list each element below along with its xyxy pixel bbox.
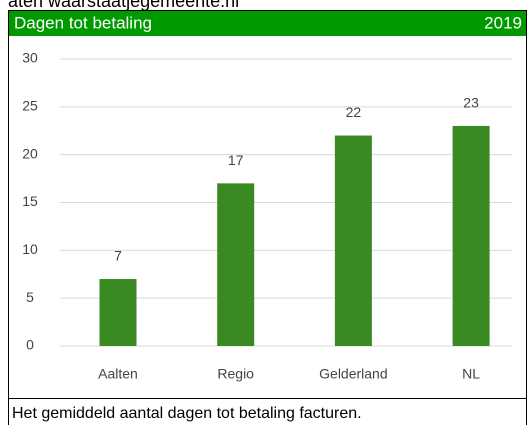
x-tick-label: Aalten — [98, 366, 138, 382]
data-label: 22 — [346, 104, 362, 120]
caption: Het gemiddeld aantal dagen tot betaling … — [12, 405, 362, 422]
bar — [452, 125, 490, 346]
y-tick-label: 0 — [26, 337, 34, 353]
x-tick-label: Gelderland — [319, 366, 388, 382]
bar — [99, 279, 137, 346]
data-label: 17 — [228, 152, 244, 168]
y-tick-label: 30 — [22, 50, 38, 66]
bar — [334, 135, 372, 346]
y-tick-label: 20 — [22, 145, 38, 161]
header-bar — [9, 11, 526, 36]
x-tick-label: NL — [462, 366, 480, 382]
data-label: 7 — [114, 248, 122, 264]
y-tick-label: 25 — [22, 98, 38, 114]
chart-year: 2019 — [484, 13, 522, 32]
chart-title: Dagen tot betaling — [14, 13, 152, 32]
y-tick-label: 10 — [22, 241, 38, 257]
chart-border — [8, 10, 527, 425]
bar — [217, 183, 255, 346]
y-tick-label: 5 — [26, 289, 34, 305]
x-tick-label: Regio — [217, 366, 254, 382]
y-tick-label: 15 — [22, 193, 38, 209]
source: aten waarstaatjegemeente.nl — [8, 0, 239, 11]
data-label: 23 — [463, 95, 479, 111]
